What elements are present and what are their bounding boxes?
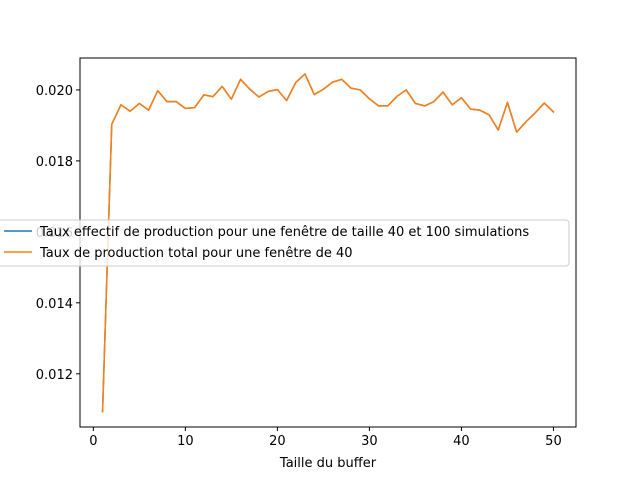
y-tick-label: 0.018	[36, 155, 73, 170]
y-tick-label: 0.012	[36, 368, 73, 383]
x-axis-label: Taille du buffer	[279, 456, 377, 471]
y-tick-label: 0.020	[36, 84, 73, 99]
series-layer	[101, 73, 555, 413]
legend-label-total: Taux de production total pour une fenêtr…	[39, 246, 353, 261]
x-tick-label: 30	[361, 434, 378, 449]
y-tick-label: 0.014	[36, 297, 73, 312]
series-line-1	[101, 73, 555, 413]
x-tick-label: 50	[545, 434, 562, 449]
x-tick-label: 20	[269, 434, 286, 449]
x-tick-label: 40	[453, 434, 470, 449]
legend-box	[0, 219, 570, 267]
x-tick-label: 10	[177, 434, 194, 449]
legend-label-effective: Taux effectif de production pour une fen…	[39, 225, 529, 240]
legend: Taux effectif de production pour une fen…	[0, 219, 570, 267]
x-tick-label: 0	[89, 434, 97, 449]
x-axis-ticks: 0 10 20 30 40 50	[89, 427, 562, 449]
